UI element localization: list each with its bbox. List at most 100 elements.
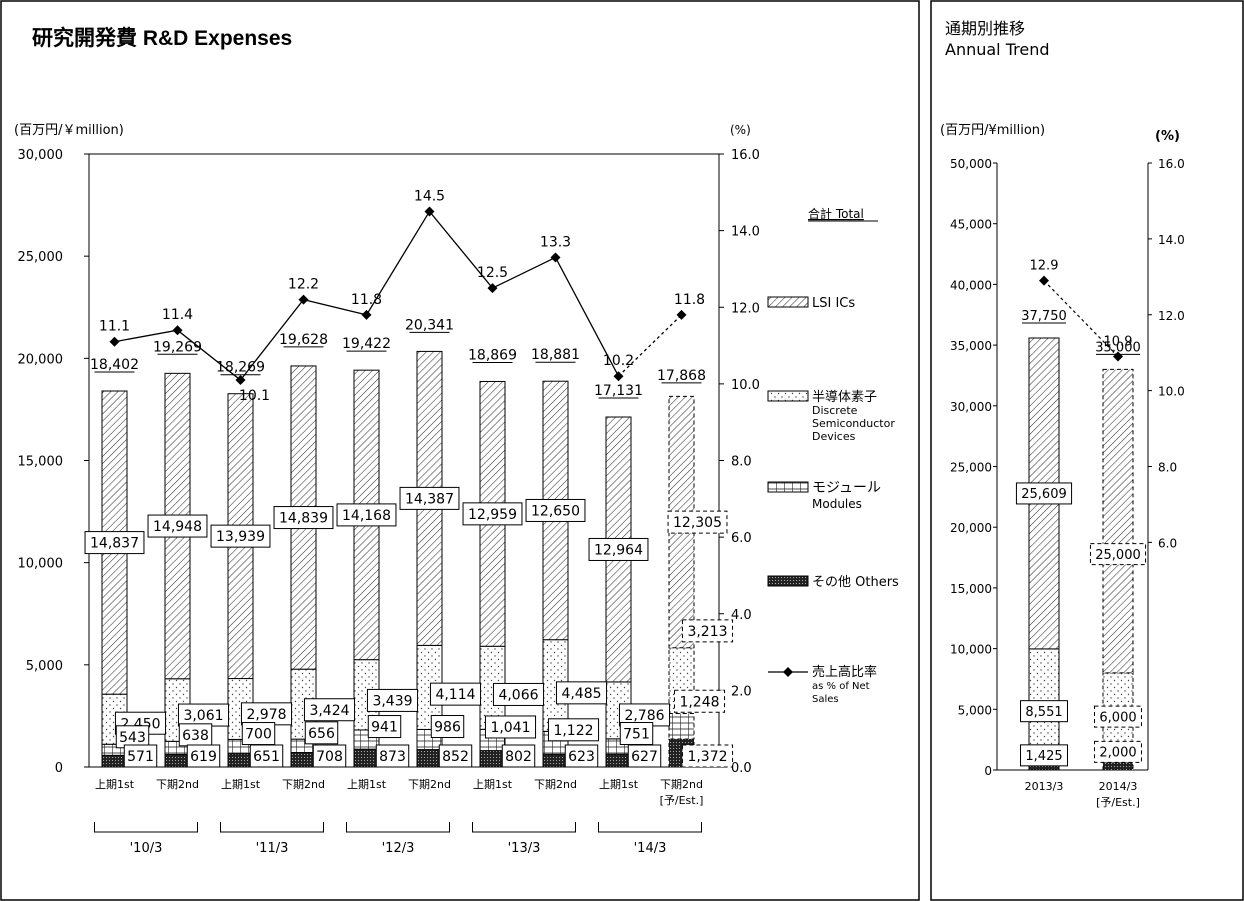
y-tick-label: 15,000 (18, 455, 64, 470)
modules-value-label: 1,041 (490, 720, 530, 736)
right-y2-tick-label: 16.0 (1158, 157, 1185, 171)
modules-value-label: 700 (245, 727, 272, 743)
group-label: '10/3 (130, 841, 163, 856)
y2-tick-label: 10.0 (731, 378, 760, 393)
right-discrete-value-label: 8,551 (1025, 705, 1062, 720)
lsi-value-label: 14,168 (342, 508, 391, 524)
group-bracket (95, 822, 198, 832)
ratio-marker (110, 337, 120, 347)
x-tick-label: 下期2nd (156, 778, 199, 791)
modules-value-label: 986 (434, 720, 461, 736)
x-tick-label: 上期1st (473, 778, 513, 791)
bar-segment (543, 754, 568, 767)
modules-value-label: 543 (119, 730, 146, 746)
ratio-label: 11.4 (162, 307, 193, 323)
estimate-note: [予/Est.] (660, 794, 704, 807)
discrete-value-label: 3,424 (309, 703, 349, 719)
others-value-label: 571 (127, 749, 154, 765)
y-tick-label: 25,000 (18, 250, 64, 265)
group-label: '14/3 (634, 841, 667, 856)
legend-discrete-line: Devices (812, 430, 856, 443)
discrete-value-label: 4,066 (498, 687, 538, 703)
lsi-value-label: 12,959 (468, 507, 517, 523)
legend-discrete-swatch (768, 391, 808, 401)
group-bracket (221, 822, 324, 832)
lsi-value-label: 14,837 (90, 536, 139, 552)
right-estimate-note: [予/Est.] (1096, 796, 1140, 809)
ratio-marker (614, 371, 624, 381)
annual-trend-title-jp: 通期別推移 (945, 18, 1050, 39)
modules-value-label: 751 (623, 727, 650, 743)
legend-modules-swatch (768, 482, 808, 492)
right-y-tick-label: 0 (984, 764, 992, 778)
y-tick-label: 0 (55, 761, 63, 776)
right-total-label: 37,750 (1021, 309, 1067, 324)
others-value-label: 708 (316, 749, 343, 765)
bar-segment (669, 713, 694, 739)
annual-trend-title: 通期別推移 Annual Trend (945, 18, 1050, 60)
right-y2-tick-label: 12.0 (1158, 309, 1185, 323)
total-label: 17,131 (594, 383, 643, 399)
others-value-label: 651 (253, 749, 280, 765)
right-y-axis-unit: (百万円/¥million) (940, 123, 1045, 138)
right-chart: (百万円/¥million) (%)05,00010,00015,00020,00… (940, 123, 1185, 809)
y-tick-label: 5,000 (26, 659, 63, 674)
right-x-tick-label: 2014/3 (1099, 780, 1138, 793)
right-others-value-label: 1,425 (1025, 749, 1062, 764)
lsi-value-label: 12,650 (531, 503, 580, 519)
modules-value-label: 1,248 (679, 694, 719, 710)
right-y-tick-label: 45,000 (950, 218, 992, 232)
discrete-value-label: 4,114 (435, 687, 475, 703)
discrete-value-label: 3,061 (183, 708, 223, 724)
others-value-label: 627 (631, 749, 658, 765)
lsi-value-label: 13,939 (216, 529, 265, 545)
annual-trend-title-en: Annual Trend (945, 39, 1050, 60)
right-x-tick-label: 2013/3 (1025, 780, 1064, 793)
right-lsi-value-label: 25,000 (1095, 548, 1141, 563)
others-value-label: 873 (379, 749, 406, 765)
lsi-value-label: 14,839 (279, 511, 328, 527)
modules-value-label: 941 (371, 720, 398, 736)
y2-tick-label: 6.0 (731, 531, 752, 546)
right-y2-axis-unit: (%) (1155, 129, 1180, 144)
total-label: 17,868 (657, 368, 706, 384)
right-y-tick-label: 35,000 (950, 339, 992, 353)
right-y-tick-label: 15,000 (950, 582, 992, 596)
legend-ratio-line-text: as % of Net (812, 681, 870, 692)
bar-segment (606, 754, 631, 767)
ratio-marker (551, 252, 561, 262)
bar-segment (102, 755, 127, 767)
x-tick-label: 下期2nd (282, 778, 325, 791)
legend-lsi: LSI ICs (812, 296, 855, 311)
group-bracket (599, 822, 702, 832)
total-label: 19,422 (342, 336, 391, 352)
right-ratio-marker (1039, 276, 1049, 286)
y-axis-unit: (百万円/￥million) (14, 123, 124, 138)
right-y2-tick-label: 14.0 (1158, 233, 1185, 247)
y2-tick-label: 12.0 (731, 301, 760, 316)
discrete-value-label: 2,978 (246, 707, 286, 723)
legend-total: 合計 Total (808, 206, 864, 221)
group-label: '12/3 (382, 841, 415, 856)
bar-segment (480, 751, 505, 767)
ratio-label: 12.2 (288, 277, 319, 293)
lsi-value-label: 12,305 (673, 515, 722, 531)
ratio-label: 13.3 (540, 234, 571, 250)
right-bar-segment (1103, 369, 1133, 673)
right-discrete-value-label: 6,000 (1099, 710, 1136, 725)
legend-modules-line: Modules (812, 497, 862, 511)
group-label: '13/3 (508, 841, 541, 856)
discrete-value-label: 4,485 (561, 686, 601, 702)
y2-tick-label: 16.0 (731, 148, 760, 163)
ratio-marker (362, 310, 372, 320)
right-ratio-label: 10.9 (1104, 334, 1133, 349)
total-label: 19,269 (153, 339, 202, 355)
right-y-tick-label: 40,000 (950, 278, 992, 292)
bar-segment (228, 754, 253, 767)
total-label: 18,881 (531, 347, 580, 363)
y-tick-label: 20,000 (18, 352, 64, 367)
legend-discrete-line: Discrete (812, 404, 858, 417)
others-value-label: 1,372 (687, 749, 727, 765)
others-value-label: 802 (505, 749, 532, 765)
